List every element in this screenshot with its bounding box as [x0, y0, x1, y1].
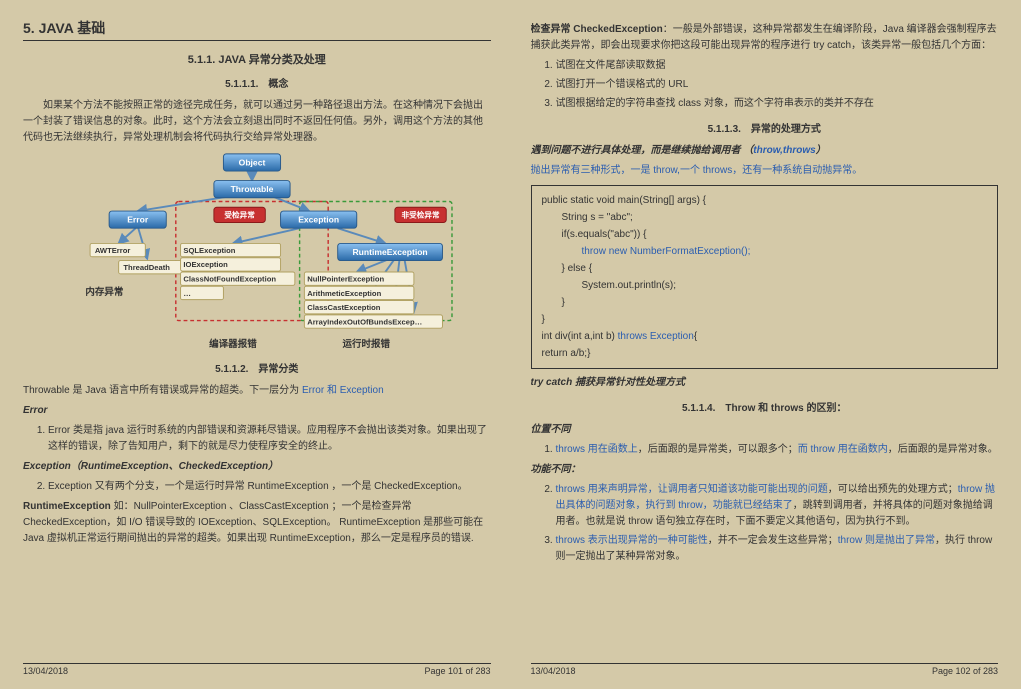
footer-date: 13/04/2018 — [23, 666, 68, 676]
footer-pageno: Page 101 of 283 — [424, 666, 490, 676]
subsection-classify: 5.1.1.2. 异常分类 — [23, 360, 491, 375]
checked-list: 试图在文件尾部读取数据 试图打开一个错误格式的 URL 试图根据给定的字符串查找… — [556, 58, 999, 112]
ann-memory: 内存异常 — [85, 286, 123, 298]
node-error: Error — [127, 214, 149, 224]
node-runtimeexception: RuntimeException — [352, 247, 427, 257]
function-list: throws 用来声明异常，让调用者只知道该功能可能出现的问题，可以给出预先的处… — [556, 482, 999, 565]
position-list: throws 用在函数上，后面跟的是异常类，可以跟多个；而 throw 用在函数… — [556, 442, 999, 458]
throwable-para: Throwable 是 Java 语言中所有错误或异常的超类。下一层分为 Err… — [23, 383, 491, 399]
ann-compile: 编译器报错 — [209, 338, 257, 350]
label-unchecked: 非受检异常 — [402, 210, 440, 220]
code-l4: throw new NumberFormatException(); — [542, 243, 988, 260]
svg-text:ClassNotFoundException: ClassNotFoundException — [183, 275, 276, 284]
code-l10: return a/b;} — [542, 345, 988, 362]
code-l2: String s = "abc"; — [542, 209, 988, 226]
right-content: 检查异常 CheckedException：一般是外部错误，这种异常都发生在编译… — [531, 18, 999, 659]
function-item-3: throws 表示出现异常的一种可能性，并不一定会发生这些异常；throw 则是… — [556, 533, 999, 565]
error-list: Error 类是指 java 运行时系统的内部错误和资源耗尽错误。应用程序不会抛… — [48, 423, 491, 455]
throw-forms-para: 抛出异常有三种形式，一是 throw,一个 throws，还有一种系统自动抛异常… — [531, 163, 999, 179]
exception-item-2: Exception 又有两个分支，一个是运行时异常 RuntimeExcepti… — [48, 479, 491, 495]
checked-item-2: 试图打开一个错误格式的 URL — [556, 77, 999, 93]
section-title: 5.1.1. JAVA 异常分类及处理 — [23, 51, 491, 67]
svg-text:ArithmeticException: ArithmeticException — [307, 289, 381, 298]
code-l3: if(s.equals("abc")) { — [542, 226, 988, 243]
svg-text:SQLException: SQLException — [183, 246, 235, 255]
subsection-handling: 5.1.1.3. 异常的处理方式 — [531, 120, 999, 135]
node-awterror: AWTError — [95, 246, 131, 255]
exception-heading: Exception（RuntimeException、CheckedExcept… — [23, 459, 491, 475]
footer-left: 13/04/2018 Page 101 of 283 — [23, 663, 491, 676]
code-l7: } — [542, 294, 988, 311]
checked-exception-para: 检查异常 CheckedException：一般是外部错误，这种异常都发生在编译… — [531, 22, 999, 54]
subsection-throw-throws: 5.1.1.4. Throw 和 throws 的区别： — [531, 399, 999, 414]
node-threaddeath: ThreadDeath — [123, 263, 170, 272]
label-checked: 受检异常 — [224, 210, 255, 220]
exception-hierarchy-diagram: Object Throwable Error Exception 受检异常 非受… — [23, 152, 491, 352]
ann-runtime: 运行时报错 — [342, 338, 390, 350]
error-heading: Error — [23, 403, 491, 419]
footer-right: 13/04/2018 Page 102 of 283 — [531, 663, 999, 676]
code-l8: } — [542, 311, 988, 328]
svg-text:NullPointerException: NullPointerException — [307, 275, 384, 284]
sub-trycatch-heading: try catch 捕获异常针对性处理方式 — [531, 375, 999, 391]
function-item-2: throws 用来声明异常，让调用者只知道该功能可能出现的问题，可以给出预先的处… — [556, 482, 999, 530]
node-exception: Exception — [298, 214, 339, 224]
subsection-concept: 5.1.1.1. 概念 — [23, 75, 491, 90]
code-l9: int div(int a,int b) throws Exception{ — [542, 328, 988, 345]
position-heading: 位置不同 — [531, 422, 999, 438]
footer-pageno-r: Page 102 of 283 — [932, 666, 998, 676]
position-item-1: throws 用在函数上，后面跟的是异常类，可以跟多个；而 throw 用在函数… — [556, 442, 999, 458]
checked-list: SQLException IOException ClassNotFoundEx… — [181, 243, 295, 299]
page-right: 检查异常 CheckedException：一般是外部错误，这种异常都发生在编译… — [516, 8, 1014, 681]
code-block: public static void main(String[] args) {… — [531, 185, 999, 369]
page-left: 5. JAVA 基础 5.1.1. JAVA 异常分类及处理 5.1.1.1. … — [8, 8, 506, 681]
code-l6: System.out.println(s); — [542, 277, 988, 294]
code-l1: public static void main(String[] args) { — [542, 192, 988, 209]
exception-list: Exception 又有两个分支，一个是运行时异常 RuntimeExcepti… — [48, 479, 491, 495]
function-heading: 功能不同： — [531, 462, 999, 478]
chapter-title: 5. JAVA 基础 — [23, 18, 491, 41]
error-item-1: Error 类是指 java 运行时系统的内部错误和资源耗尽错误。应用程序不会抛… — [48, 423, 491, 455]
svg-text:ArrayIndexOutOfBundsExcep…: ArrayIndexOutOfBundsExcep… — [307, 317, 422, 326]
code-l5: } else { — [542, 260, 988, 277]
runtime-para: RuntimeException 如：NullPointerException … — [23, 499, 491, 547]
svg-text:ClassCastException: ClassCastException — [307, 303, 381, 312]
svg-text:IOException: IOException — [183, 260, 228, 269]
checked-item-3: 试图根据给定的字符串查找 class 对象，而这个字符串表示的类并不存在 — [556, 96, 999, 112]
footer-date-r: 13/04/2018 — [531, 666, 576, 676]
svg-text:…: … — [183, 289, 191, 298]
concept-para: 如果某个方法不能按照正常的途径完成任务，就可以通过另一种路径退出方法。在这种情况… — [23, 98, 491, 146]
checked-item-1: 试图在文件尾部读取数据 — [556, 58, 999, 74]
left-content: 5. JAVA 基础 5.1.1. JAVA 异常分类及处理 5.1.1.1. … — [23, 18, 491, 659]
runtime-list: NullPointerException ArithmeticException… — [304, 272, 442, 328]
node-throwable: Throwable — [231, 184, 274, 194]
node-object: Object — [239, 157, 266, 167]
sub-throw-heading: 遇到问题不进行具体处理，而是继续抛给调用者 （throw,throws） — [531, 143, 999, 159]
